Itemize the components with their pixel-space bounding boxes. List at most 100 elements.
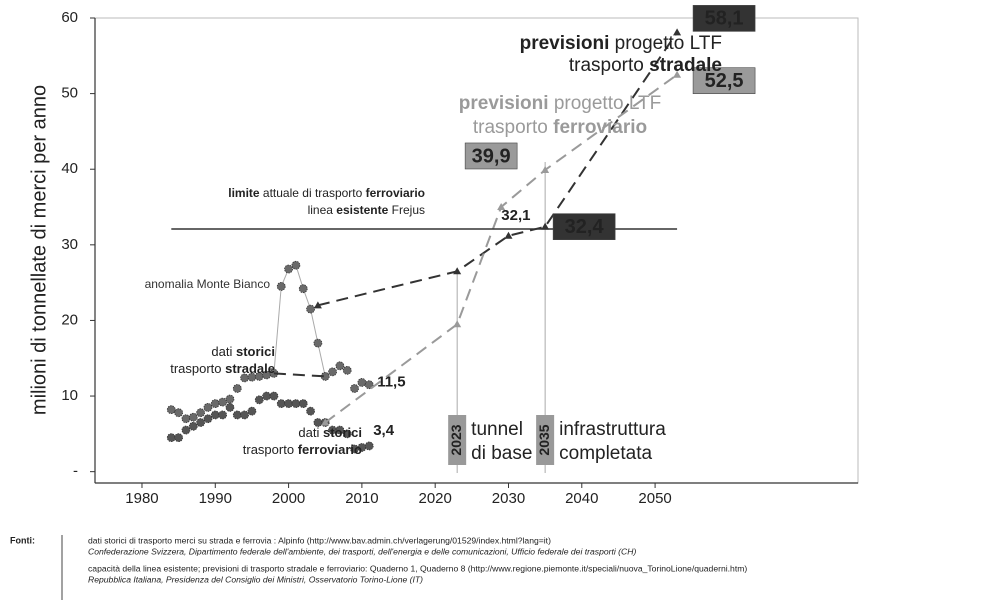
data-point — [335, 425, 345, 435]
data-point — [306, 406, 315, 416]
data-point — [203, 414, 213, 424]
y-tick-label: 10 — [61, 387, 78, 404]
series-line — [273, 264, 326, 377]
y-tick-label: 30 — [61, 236, 78, 253]
data-point — [453, 267, 462, 275]
annotation: previsioni progetto LTF — [520, 33, 722, 54]
data-point — [218, 397, 228, 407]
data-point — [262, 391, 271, 401]
annotation: limite attuale di trasporto ferroviario — [228, 186, 425, 200]
milestone-box — [448, 415, 467, 465]
annotation-part: stradale — [225, 361, 275, 376]
milestone-text: infrastruttura — [559, 419, 666, 440]
annotation-part: linea — [308, 203, 337, 217]
annotation-part: progetto LTF — [609, 33, 722, 54]
data-point — [188, 421, 198, 431]
data-point — [218, 410, 228, 420]
annotation: trasporto stradale — [569, 55, 722, 76]
value-label-box — [552, 213, 616, 240]
value-label: 3,4 — [373, 422, 395, 439]
x-tick-label: 2010 — [345, 490, 378, 507]
annotation-part: storici — [323, 425, 362, 440]
data-point — [364, 441, 374, 451]
value-label: 11,5 — [377, 374, 405, 391]
data-point — [203, 402, 213, 412]
data-point — [497, 203, 506, 211]
data-point — [240, 410, 250, 420]
milestone-year: 2035 — [536, 424, 552, 455]
annotation: trasporto stradale — [170, 361, 275, 376]
annotation-part: ferroviario — [298, 442, 362, 457]
x-tick-label: 1990 — [199, 490, 232, 507]
source-text: Confederazione Svizzera, Dipartimento fe… — [88, 546, 636, 556]
data-point — [276, 399, 286, 409]
data-point — [181, 425, 191, 435]
milestone-text: completata — [559, 443, 652, 464]
x-tick-label: 2020 — [418, 490, 451, 507]
data-point — [232, 384, 242, 393]
annotation-part: trasporto — [473, 117, 553, 138]
annotation-part: trasporto — [170, 361, 225, 376]
data-point — [342, 365, 352, 375]
data-point — [298, 284, 308, 294]
data-point — [313, 338, 323, 348]
data-point — [328, 367, 337, 377]
annotation-part: Frejus — [388, 203, 425, 217]
x-tick-label: 2000 — [272, 490, 305, 507]
data-point — [335, 361, 345, 371]
annotation: trasporto ferroviario — [473, 117, 647, 138]
annotation-part: trasporto — [243, 442, 298, 457]
annotation-part: trasporto — [569, 55, 649, 76]
y-tick-label: 20 — [61, 311, 78, 328]
value-label: 32,1 — [501, 207, 530, 224]
value-label: 58,1 — [705, 8, 744, 30]
annotation-part: storici — [236, 344, 275, 359]
data-point — [504, 231, 513, 239]
data-point — [291, 260, 301, 270]
x-tick-label: 2030 — [492, 490, 525, 507]
data-point — [284, 264, 293, 274]
data-point — [269, 391, 279, 401]
data-point — [181, 414, 191, 424]
annotation-part: attuale di trasporto — [260, 186, 366, 200]
data-point — [196, 408, 206, 418]
data-point — [350, 384, 359, 393]
x-tick-label: 2040 — [565, 490, 598, 507]
value-label-box — [692, 5, 756, 32]
annotation: previsioni progetto LTF — [459, 93, 661, 114]
data-point — [306, 304, 315, 314]
annotation: trasporto ferroviario — [243, 442, 362, 457]
milestone-text: di base — [471, 443, 532, 464]
series-line — [317, 31, 678, 307]
y-tick-label: - — [73, 463, 78, 480]
sources-label: Fonti: — [10, 535, 35, 545]
data-point — [673, 28, 682, 36]
data-point — [166, 433, 176, 443]
data-point — [174, 433, 184, 443]
y-tick-label: 50 — [61, 85, 78, 102]
data-point — [321, 418, 330, 426]
annotation: dati storici — [211, 344, 275, 359]
data-point — [225, 402, 235, 412]
annotation: linea esistente Frejus — [308, 203, 425, 217]
data-point — [284, 399, 293, 409]
milestone-box — [536, 415, 555, 465]
data-point — [276, 282, 286, 291]
annotation-part: anomalia Monte Bianco — [145, 277, 271, 291]
data-point — [210, 410, 220, 420]
annotation-part: ferroviario — [553, 117, 647, 138]
data-point — [298, 399, 308, 409]
data-point — [453, 320, 462, 328]
data-point — [541, 222, 550, 230]
y-axis-label: milioni di tonnellate di merci per anno — [28, 85, 50, 415]
series-line — [273, 372, 326, 378]
annotation: anomalia Monte Bianco — [145, 277, 271, 291]
data-point — [313, 301, 322, 309]
data-point — [291, 399, 301, 409]
data-point — [232, 410, 242, 420]
data-point — [254, 395, 264, 405]
data-point — [166, 405, 176, 415]
data-point — [174, 408, 184, 418]
value-label: 39,9 — [472, 145, 511, 167]
